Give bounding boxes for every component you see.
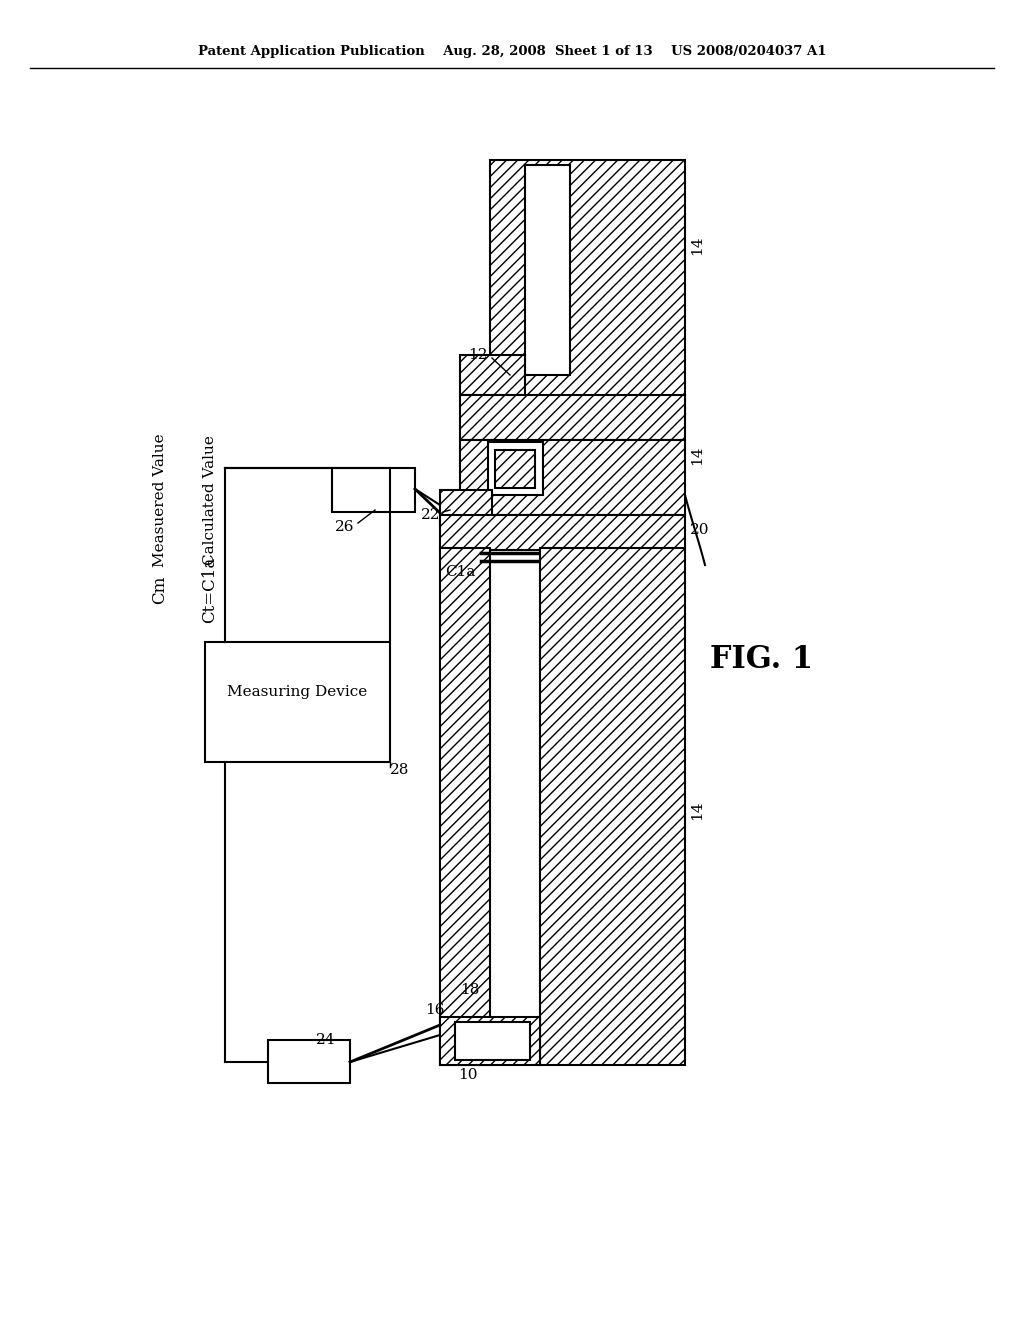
Text: FIG. 1: FIG. 1 <box>711 644 813 676</box>
Text: Measuring Device: Measuring Device <box>227 685 368 700</box>
Bar <box>495 450 535 488</box>
Bar <box>490 160 685 414</box>
Bar <box>460 355 525 395</box>
Bar <box>455 1022 530 1060</box>
Bar <box>460 440 685 515</box>
Text: 24: 24 <box>315 1034 335 1047</box>
Text: Measuered Value: Measuered Value <box>153 433 167 566</box>
Bar <box>268 1040 350 1082</box>
Bar <box>488 442 543 495</box>
Text: Calculated Value: Calculated Value <box>203 436 217 565</box>
Bar <box>440 548 490 1065</box>
Bar <box>440 1016 540 1065</box>
Bar <box>332 469 415 512</box>
Text: 14: 14 <box>690 800 705 820</box>
Text: 18: 18 <box>461 983 480 997</box>
Text: 10: 10 <box>459 1068 478 1082</box>
Bar <box>525 165 570 375</box>
Text: Cm: Cm <box>152 576 169 605</box>
Text: 14: 14 <box>690 235 705 255</box>
Text: 14: 14 <box>690 445 705 465</box>
Bar <box>205 642 390 762</box>
Text: 20: 20 <box>690 523 710 537</box>
Text: 12: 12 <box>469 348 488 362</box>
Bar <box>440 490 492 525</box>
Text: 22: 22 <box>421 508 440 521</box>
Text: 26: 26 <box>335 520 354 535</box>
Text: 28: 28 <box>390 763 410 777</box>
Bar <box>440 515 685 550</box>
Bar <box>460 395 685 440</box>
Bar <box>540 548 685 1065</box>
Text: 16: 16 <box>426 1003 445 1016</box>
Text: C1a: C1a <box>445 565 476 579</box>
Text: Patent Application Publication    Aug. 28, 2008  Sheet 1 of 13    US 2008/020403: Patent Application Publication Aug. 28, … <box>198 45 826 58</box>
Text: Ct=C1a: Ct=C1a <box>202 557 218 623</box>
